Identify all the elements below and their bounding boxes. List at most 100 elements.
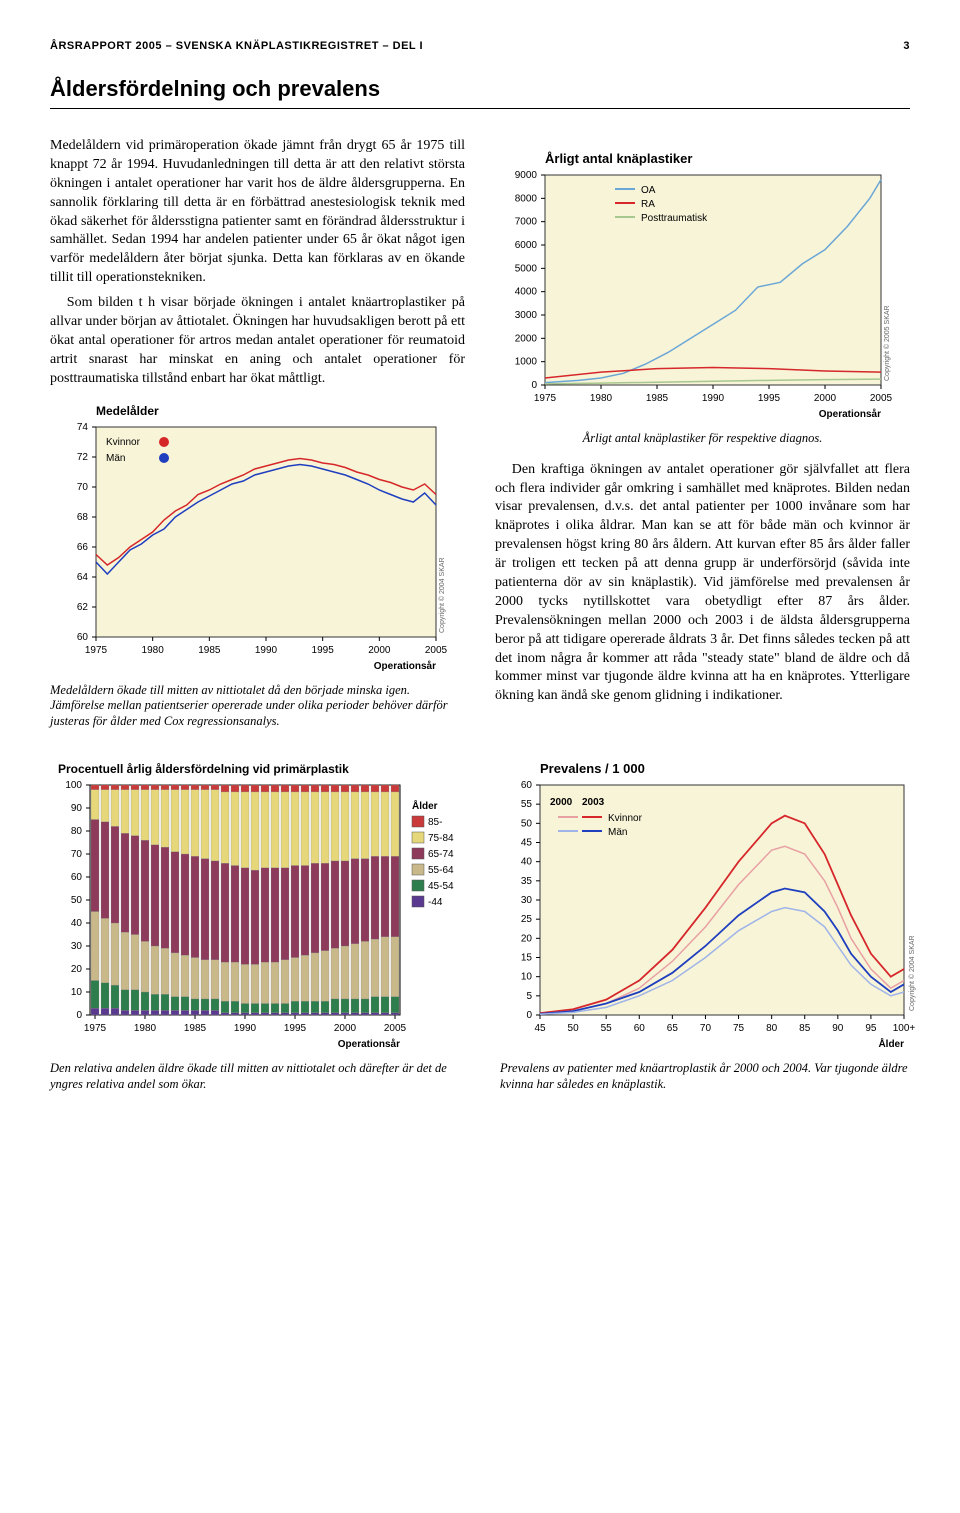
svg-text:Ålder: Ålder (412, 799, 438, 812)
svg-text:1975: 1975 (84, 1023, 107, 1034)
chart-medelalder-svg: Medelålder606264666870727419751980198519… (50, 399, 450, 679)
svg-text:85-: 85- (428, 817, 442, 828)
svg-text:Kvinnor: Kvinnor (106, 437, 141, 448)
svg-text:Prevalens / 1 000: Prevalens / 1 000 (540, 761, 645, 776)
svg-text:100: 100 (65, 780, 82, 791)
svg-text:74: 74 (77, 422, 89, 433)
svg-text:70: 70 (700, 1023, 712, 1034)
svg-text:Copyright © 2005 SKAR: Copyright © 2005 SKAR (883, 305, 891, 381)
svg-text:40: 40 (71, 918, 83, 929)
svg-text:1975: 1975 (534, 393, 557, 404)
svg-text:70: 70 (71, 849, 83, 860)
svg-text:Posttraumatisk: Posttraumatisk (641, 213, 708, 224)
svg-text:2000: 2000 (334, 1023, 357, 1034)
svg-text:7000: 7000 (515, 217, 538, 228)
right-column: Årligt antal knäplastiker010002000300040… (495, 137, 910, 729)
svg-text:Årligt antal knäplastiker: Årligt antal knäplastiker (545, 151, 692, 166)
svg-text:2000: 2000 (368, 645, 391, 656)
caption-medelalder: Medelåldern ökade till mitten av nittiot… (50, 683, 465, 730)
svg-text:30: 30 (521, 895, 533, 906)
svg-text:40: 40 (521, 857, 533, 868)
bottom-right: Prevalens / 1 00005101520253035404550556… (500, 747, 920, 1092)
svg-text:85: 85 (799, 1023, 811, 1034)
svg-text:1985: 1985 (646, 393, 669, 404)
svg-text:2005: 2005 (384, 1023, 407, 1034)
svg-text:0: 0 (526, 1010, 532, 1021)
svg-text:0: 0 (531, 380, 537, 391)
svg-text:Medelålder: Medelålder (96, 404, 159, 418)
page-number: 3 (903, 40, 910, 52)
two-columns: Medelåldern vid primäroperation ökade jä… (50, 137, 910, 729)
svg-text:1985: 1985 (184, 1023, 207, 1034)
svg-text:4000: 4000 (515, 287, 538, 298)
svg-text:95: 95 (865, 1023, 877, 1034)
svg-text:2000: 2000 (814, 393, 837, 404)
svg-text:45: 45 (534, 1023, 546, 1034)
svg-text:50: 50 (71, 895, 83, 906)
svg-text:15: 15 (521, 953, 533, 964)
svg-text:2005: 2005 (870, 393, 893, 404)
svg-text:6000: 6000 (515, 240, 538, 251)
svg-text:1990: 1990 (255, 645, 278, 656)
svg-text:66: 66 (77, 542, 89, 553)
chart-medelalder: Medelålder606264666870727419751980198519… (50, 399, 465, 679)
svg-text:75-84: 75-84 (428, 833, 454, 844)
svg-text:20: 20 (71, 964, 83, 975)
svg-text:2005: 2005 (425, 645, 448, 656)
svg-text:Operationsår: Operationsår (374, 660, 436, 672)
bottom-row: Procentuell årlig åldersfördelning vid p… (50, 747, 910, 1092)
svg-text:1990: 1990 (234, 1023, 257, 1034)
svg-text:90: 90 (71, 803, 83, 814)
chart-prevalens-svg: Prevalens / 1 00005101520253035404550556… (500, 757, 920, 1057)
svg-text:Copyright © 2004 SKAR: Copyright © 2004 SKAR (908, 936, 916, 1012)
svg-text:50: 50 (568, 1023, 580, 1034)
chart-prevalens: Prevalens / 1 00005101520253035404550556… (500, 757, 920, 1057)
svg-text:Operationsår: Operationsår (819, 408, 881, 420)
svg-text:65-74: 65-74 (428, 849, 454, 860)
svg-text:64: 64 (77, 572, 89, 583)
caption-prevalens: Prevalens av patienter med knäartroplast… (500, 1061, 920, 1092)
left-column: Medelåldern vid primäroperation ökade jä… (50, 137, 465, 729)
svg-text:1990: 1990 (702, 393, 725, 404)
svg-text:80: 80 (71, 826, 83, 837)
svg-text:Män: Män (106, 453, 125, 464)
svg-text:55: 55 (601, 1023, 613, 1034)
svg-text:20: 20 (521, 934, 533, 945)
svg-text:Ålder: Ålder (878, 1037, 904, 1050)
svg-text:10: 10 (71, 987, 83, 998)
svg-text:72: 72 (77, 452, 89, 463)
svg-text:60: 60 (71, 872, 83, 883)
svg-text:Män: Män (608, 827, 627, 838)
svg-text:1985: 1985 (198, 645, 221, 656)
svg-text:2000: 2000 (550, 797, 573, 808)
svg-text:1995: 1995 (284, 1023, 307, 1034)
svg-text:68: 68 (77, 512, 89, 523)
svg-text:-44: -44 (428, 897, 443, 908)
svg-text:55: 55 (521, 800, 533, 811)
svg-text:5: 5 (526, 991, 532, 1002)
svg-text:65: 65 (667, 1023, 679, 1034)
svg-text:75: 75 (733, 1023, 745, 1034)
svg-text:1000: 1000 (515, 357, 538, 368)
left-para-1: Medelåldern vid primäroperation ökade jä… (50, 137, 465, 288)
svg-text:2000: 2000 (515, 333, 538, 344)
bottom-left: Procentuell årlig åldersfördelning vid p… (50, 747, 470, 1092)
svg-text:80: 80 (766, 1023, 778, 1034)
svg-text:RA: RA (641, 199, 655, 210)
svg-text:1995: 1995 (758, 393, 781, 404)
svg-text:10: 10 (521, 972, 533, 983)
svg-text:1975: 1975 (85, 645, 108, 656)
svg-text:55-64: 55-64 (428, 865, 454, 876)
svg-text:9000: 9000 (515, 170, 538, 181)
svg-text:60: 60 (521, 780, 533, 791)
svg-text:60: 60 (634, 1023, 646, 1034)
svg-text:0: 0 (76, 1010, 82, 1021)
svg-text:60: 60 (77, 632, 89, 643)
svg-text:Copyright © 2004 SKAR: Copyright © 2004 SKAR (438, 557, 446, 633)
caption-arligt: Årligt antal knäplastiker för respektive… (495, 431, 910, 447)
svg-text:Procentuell årlig åldersfördel: Procentuell årlig åldersfördelning vid p… (58, 762, 349, 776)
svg-text:50: 50 (521, 819, 533, 830)
left-para-2: Som bilden t h visar började ökningen i … (50, 294, 465, 388)
svg-text:45-54: 45-54 (428, 881, 454, 892)
svg-text:5000: 5000 (515, 263, 538, 274)
